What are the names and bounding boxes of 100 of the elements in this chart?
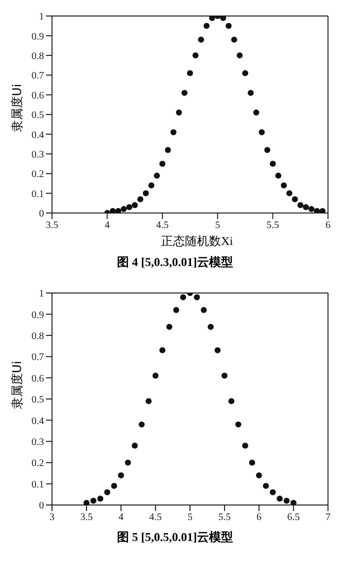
y-tick-label: 0.9 <box>32 310 44 321</box>
point <box>242 442 248 449</box>
point <box>142 190 149 196</box>
point <box>214 347 221 354</box>
y-tick-label: 0 <box>39 500 44 512</box>
point <box>110 208 116 213</box>
point <box>146 398 152 404</box>
y-tick-label: 0.6 <box>32 373 44 384</box>
point <box>222 372 228 379</box>
point <box>270 489 276 496</box>
point <box>152 372 158 379</box>
y-axis-title: 隶属度Ui <box>10 84 24 132</box>
point <box>159 347 166 354</box>
point <box>262 482 269 489</box>
point <box>166 324 172 330</box>
text: 图 4 [5,0.3,0.01]云模型 <box>116 254 234 271</box>
point <box>200 306 207 313</box>
x-tick-label: 4.5 <box>156 220 169 232</box>
point <box>286 190 292 196</box>
x-tick-label: 7 <box>326 512 330 524</box>
y-axis-title: 隶属度Ui <box>10 360 24 410</box>
point <box>280 182 287 188</box>
point <box>308 206 314 212</box>
y-tick-label: 1 <box>39 12 44 23</box>
point <box>284 498 290 504</box>
y-tick-label: 0.5 <box>32 394 44 406</box>
point <box>292 196 298 202</box>
point <box>302 204 309 210</box>
point <box>118 472 124 478</box>
point <box>176 110 182 116</box>
y-tick-label: 0.9 <box>32 31 44 42</box>
text: 图 5 [5,0.5,0.01]云模型 <box>116 529 234 546</box>
y-tick-label: 0.4 <box>32 130 44 141</box>
point <box>319 208 326 213</box>
x-tick-label: 6.5 <box>287 512 300 524</box>
point <box>276 496 283 502</box>
point <box>314 208 320 213</box>
x-tick-label: 4 <box>118 512 124 524</box>
point <box>126 204 132 210</box>
point <box>84 500 90 505</box>
y-tick-label: 0.2 <box>32 458 44 470</box>
y-tick-label: 0.7 <box>32 352 44 364</box>
y-tick-label: 0.6 <box>32 90 44 102</box>
point <box>132 202 138 208</box>
y-tick-label: 0.3 <box>32 436 44 448</box>
y-tick-label: 0.7 <box>32 70 44 82</box>
point <box>264 146 270 153</box>
x-tick-label: 3 <box>50 512 54 524</box>
point <box>249 460 256 466</box>
point <box>124 460 131 466</box>
y-tick-label: 0.1 <box>32 188 44 200</box>
point <box>170 129 176 136</box>
point <box>228 398 234 404</box>
point <box>90 498 96 504</box>
point <box>104 489 110 496</box>
x-tick-label: 4 <box>104 220 110 232</box>
y-tick-label: 0.3 <box>32 149 44 160</box>
y-tick-label: 1 <box>39 288 44 300</box>
point <box>204 22 210 29</box>
point <box>111 482 118 489</box>
point <box>290 500 296 505</box>
y-tick-label: 0.5 <box>32 110 44 122</box>
point <box>208 324 214 330</box>
point <box>198 36 204 43</box>
x-tick-label: 4.5 <box>149 512 162 524</box>
point <box>148 182 154 188</box>
x-axis-title: 正态随机数Xi <box>160 233 234 250</box>
point <box>220 16 226 21</box>
point <box>231 36 238 43</box>
point <box>159 160 166 167</box>
point <box>256 472 262 478</box>
point <box>164 146 171 153</box>
point <box>137 196 144 202</box>
y-tick-label: 0 <box>39 208 44 220</box>
point <box>235 421 242 428</box>
point <box>154 172 160 179</box>
point <box>248 90 254 96</box>
point <box>253 110 260 116</box>
point <box>194 294 200 300</box>
point <box>180 294 186 300</box>
x-tick-label: 6 <box>326 220 330 232</box>
y-tick-label: 0.8 <box>32 50 44 62</box>
point <box>275 172 282 179</box>
point <box>120 206 127 212</box>
x-tick-label: 6 <box>256 512 262 524</box>
point <box>97 496 104 502</box>
y-tick-label: 0.2 <box>32 169 44 180</box>
x-tick-label: 3.5 <box>80 512 93 524</box>
point <box>242 70 248 76</box>
point <box>226 22 232 29</box>
point <box>173 306 180 313</box>
point <box>187 70 193 76</box>
point <box>181 90 188 96</box>
point <box>236 52 243 58</box>
y-tick-label: 0.8 <box>32 330 44 342</box>
point <box>258 129 265 136</box>
point <box>209 16 216 21</box>
point <box>132 442 138 449</box>
x-tick-label: 3.5 <box>46 220 58 232</box>
x-tick-label: 5.5 <box>218 512 231 524</box>
